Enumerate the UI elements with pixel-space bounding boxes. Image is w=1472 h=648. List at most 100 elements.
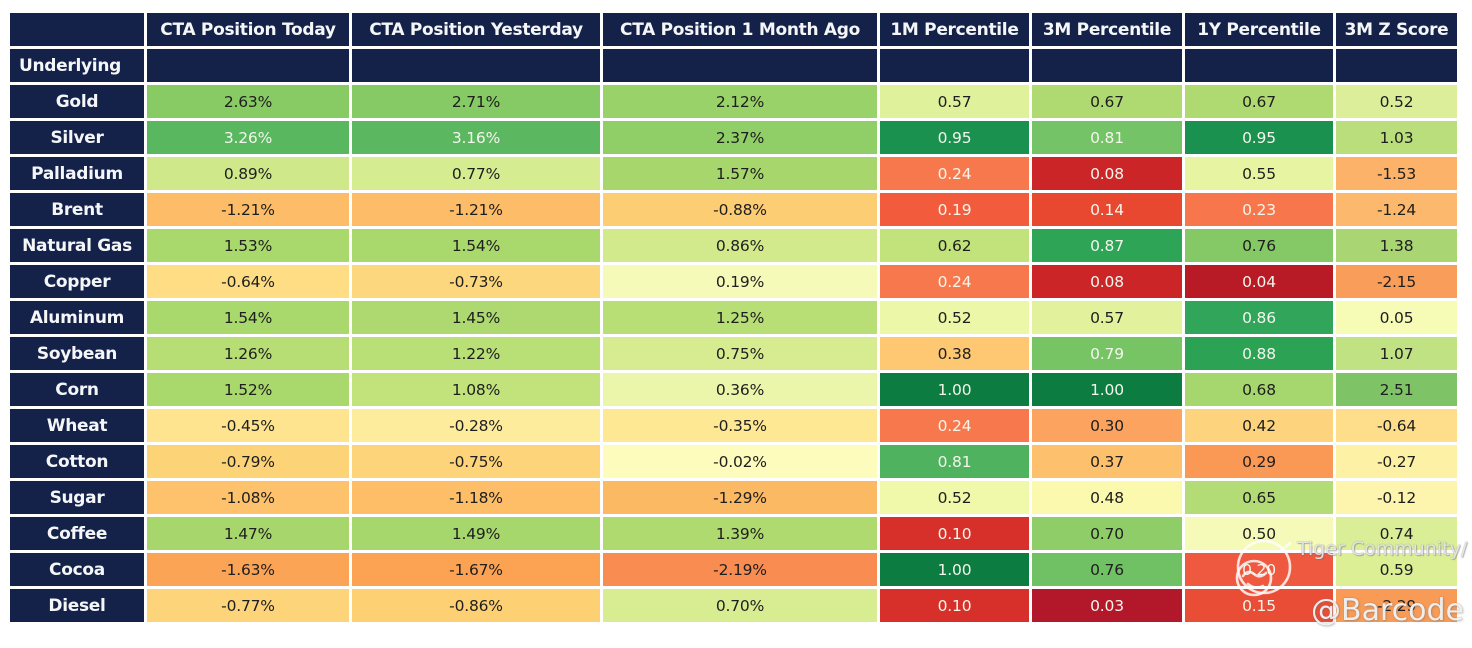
heatmap-cell: 1.00 <box>880 373 1029 406</box>
heatmap-cell: 0.67 <box>1032 85 1182 118</box>
table-row: Palladium 0.89% 0.77% 1.57% 0.24 0.08 0.55 -1.5… <box>10 157 1457 190</box>
heatmap-cell: 0.08 <box>1032 157 1182 190</box>
heatmap-cell: 1.52% <box>147 373 349 406</box>
heatmap-cell: 1.54% <box>352 229 600 262</box>
heatmap-cell: 1.45% <box>352 301 600 334</box>
heatmap-cell: 1.49% <box>352 517 600 550</box>
heatmap-cell: -0.64 <box>1336 409 1457 442</box>
col-header-cta-yesterday: CTA Position Yesterday <box>352 13 600 46</box>
table-row: Cotton -0.79% -0.75% -0.02% 0.81 0.37 0.29 -0.2… <box>10 445 1457 478</box>
heatmap-cell: -0.27 <box>1336 445 1457 478</box>
heatmap-cell: 0.10 <box>880 589 1029 622</box>
empty-header-cell <box>352 49 600 82</box>
table-row: Cocoa -1.63% -1.67% -2.19% 1.00 0.76 0.20 0.59 <box>10 553 1457 586</box>
col-header-3m-percentile: 3M Percentile <box>1032 13 1182 46</box>
table-row: Silver 3.26% 3.16% 2.37% 0.95 0.81 0.95 1.03 <box>10 121 1457 154</box>
heatmap-cell: 0.50 <box>1185 517 1333 550</box>
heatmap-cell: -1.18% <box>352 481 600 514</box>
heatmap-cell: 0.68 <box>1185 373 1333 406</box>
row-label: Corn <box>10 373 144 406</box>
heatmap-cell: -0.75% <box>352 445 600 478</box>
heatmap-cell: 0.59 <box>1336 553 1457 586</box>
cta-position-heatmap-table: CTA Position Today CTA Position Yesterda… <box>7 10 1460 625</box>
table-row: Diesel -0.77% -0.86% 0.70% 0.10 0.03 0.15 -2.29 <box>10 589 1457 622</box>
table-row: Corn 1.52% 1.08% 0.36% 1.00 1.00 0.68 2.51 <box>10 373 1457 406</box>
heatmap-cell: 1.57% <box>603 157 877 190</box>
heatmap-cell: 1.00 <box>1032 373 1182 406</box>
table-row: Copper -0.64% -0.73% 0.19% 0.24 0.08 0.04 -2.15 <box>10 265 1457 298</box>
heatmap-cell: -1.67% <box>352 553 600 586</box>
heatmap-cell: 0.23 <box>1185 193 1333 226</box>
row-label: Palladium <box>10 157 144 190</box>
empty-header-cell <box>147 49 349 82</box>
heatmap-cell: 0.67 <box>1185 85 1333 118</box>
heatmap-cell: 0.86 <box>1185 301 1333 334</box>
empty-header-cell <box>880 49 1029 82</box>
heatmap-cell: 0.19% <box>603 265 877 298</box>
heatmap-cell: -0.73% <box>352 265 600 298</box>
empty-header-cell <box>1032 49 1182 82</box>
heatmap-cell: -0.77% <box>147 589 349 622</box>
heatmap-cell: 0.81 <box>1032 121 1182 154</box>
heatmap-cell: 0.04 <box>1185 265 1333 298</box>
heatmap-cell: -0.64% <box>147 265 349 298</box>
heatmap-cell: -1.53 <box>1336 157 1457 190</box>
heatmap-cell: 1.03 <box>1336 121 1457 154</box>
heatmap-cell: 0.03 <box>1032 589 1182 622</box>
row-label: Natural Gas <box>10 229 144 262</box>
heatmap-cell: 0.77% <box>352 157 600 190</box>
heatmap-cell: 1.53% <box>147 229 349 262</box>
table-row: Natural Gas 1.53% 1.54% 0.86% 0.62 0.87 0.76 1.… <box>10 229 1457 262</box>
row-label: Cocoa <box>10 553 144 586</box>
heatmap-cell: 0.86% <box>603 229 877 262</box>
row-label: Gold <box>10 85 144 118</box>
row-label: Sugar <box>10 481 144 514</box>
heatmap-cell: 0.55 <box>1185 157 1333 190</box>
subheader-row: Underlying <box>10 49 1457 82</box>
row-label: Diesel <box>10 589 144 622</box>
heatmap-cell: 0.52 <box>880 301 1029 334</box>
heatmap-cell: -0.45% <box>147 409 349 442</box>
table-body: Gold 2.63% 2.71% 2.12% 0.57 0.67 0.67 0.52 Silve… <box>10 85 1457 622</box>
heatmap-cell: 0.89% <box>147 157 349 190</box>
table-row: Gold 2.63% 2.71% 2.12% 0.57 0.67 0.67 0.52 <box>10 85 1457 118</box>
heatmap-cell: -1.21% <box>147 193 349 226</box>
heatmap-cell: 2.63% <box>147 85 349 118</box>
heatmap-cell: 0.87 <box>1032 229 1182 262</box>
heatmap-cell: 2.51 <box>1336 373 1457 406</box>
heatmap-cell: 0.20 <box>1185 553 1333 586</box>
heatmap-cell: 0.24 <box>880 265 1029 298</box>
heatmap-cell: 0.48 <box>1032 481 1182 514</box>
table-row: Sugar -1.08% -1.18% -1.29% 0.52 0.48 0.65 -0.12 <box>10 481 1457 514</box>
heatmap-cell: 0.70% <box>603 589 877 622</box>
heatmap-cell: -2.29 <box>1336 589 1457 622</box>
heatmap-cell: 1.00 <box>880 553 1029 586</box>
heatmap-cell: 0.10 <box>880 517 1029 550</box>
heatmap-cell: 0.19 <box>880 193 1029 226</box>
empty-header-cell <box>1336 49 1457 82</box>
heatmap-cell: 0.95 <box>880 121 1029 154</box>
col-header-1y-percentile: 1Y Percentile <box>1185 13 1333 46</box>
row-label: Soybean <box>10 337 144 370</box>
underlying-header-cell: Underlying <box>10 49 144 82</box>
heatmap-cell: 0.30 <box>1032 409 1182 442</box>
heatmap-cell: 0.37 <box>1032 445 1182 478</box>
table-row: Aluminum 1.54% 1.45% 1.25% 0.52 0.57 0.86 0.05 <box>10 301 1457 334</box>
heatmap-cell: -0.35% <box>603 409 877 442</box>
heatmap-cell: 1.38 <box>1336 229 1457 262</box>
heatmap-cell: 0.08 <box>1032 265 1182 298</box>
heatmap-cell: 1.25% <box>603 301 877 334</box>
heatmap-cell: 0.95 <box>1185 121 1333 154</box>
heatmap-cell: -1.24 <box>1336 193 1457 226</box>
col-header-cta-1month: CTA Position 1 Month Ago <box>603 13 877 46</box>
heatmap-cell: 0.52 <box>880 481 1029 514</box>
heatmap-cell: 0.42 <box>1185 409 1333 442</box>
heatmap-cell: 0.74 <box>1336 517 1457 550</box>
col-header-1m-percentile: 1M Percentile <box>880 13 1029 46</box>
heatmap-cell: 0.05 <box>1336 301 1457 334</box>
table-header: CTA Position Today CTA Position Yesterda… <box>10 13 1457 82</box>
watermark-slash: / <box>1460 538 1468 560</box>
table-row: Wheat -0.45% -0.28% -0.35% 0.24 0.30 0.42 -0.64 <box>10 409 1457 442</box>
heatmap-cell: -0.28% <box>352 409 600 442</box>
heatmap-cell: 1.07 <box>1336 337 1457 370</box>
